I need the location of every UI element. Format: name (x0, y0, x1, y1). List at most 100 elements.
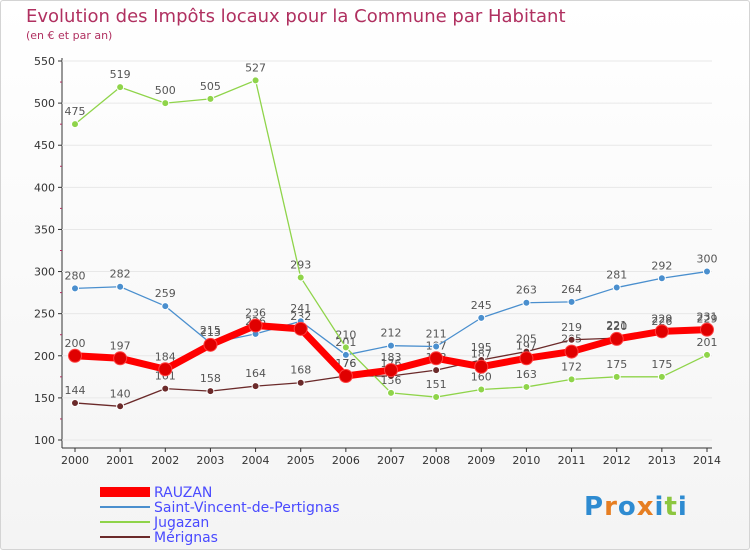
data-label: 197 (110, 339, 131, 352)
data-label: 245 (471, 299, 492, 312)
data-label: 163 (516, 368, 537, 381)
y-tick-label: 150 (34, 392, 55, 405)
data-point (432, 393, 441, 402)
x-tick-label: 2014 (693, 454, 721, 467)
x-tick-label: 2004 (242, 454, 270, 467)
data-label: 263 (516, 284, 537, 297)
data-label: 292 (651, 259, 672, 272)
logo-letter: i (655, 492, 665, 522)
data-label: 220 (606, 320, 627, 333)
data-label: 281 (606, 269, 627, 282)
data-point (703, 267, 711, 276)
data-point (341, 343, 350, 352)
data-label: 200 (65, 337, 86, 350)
data-point (161, 99, 170, 108)
x-tick-label: 2012 (603, 454, 631, 467)
data-label: 144 (65, 384, 86, 397)
data-point (251, 76, 260, 85)
data-label: 183 (381, 351, 402, 364)
data-point (113, 351, 128, 366)
data-point (657, 274, 666, 283)
x-tick-label: 2013 (648, 454, 676, 467)
data-point (567, 375, 576, 384)
legend-label: Saint-Vincent-de-Pertignas (154, 500, 340, 516)
data-point (296, 273, 305, 282)
data-labels: 1441401611581641681761761831952052192212… (65, 61, 718, 400)
data-point (522, 298, 531, 307)
data-label: 282 (110, 268, 131, 281)
data-label: 259 (155, 287, 176, 300)
data-label: 527 (245, 61, 266, 74)
x-tick-label: 2000 (61, 454, 89, 467)
data-point (158, 362, 173, 377)
data-point (477, 313, 486, 322)
data-point (387, 388, 395, 397)
data-point (206, 94, 215, 103)
x-tick-label: 2001 (106, 454, 134, 467)
logo-letter: t (664, 492, 677, 522)
data-label: 280 (65, 269, 86, 282)
data-label: 475 (65, 105, 86, 118)
data-point (654, 324, 669, 339)
data-label: 226 (651, 315, 672, 328)
series-layer: 1441401611581641681761761831952052192212… (65, 61, 718, 411)
chart-subtitle: (en € et par an) (26, 29, 112, 42)
data-label: 168 (290, 364, 311, 377)
data-label: 201 (697, 336, 718, 349)
x-tick-label: 2009 (467, 454, 495, 467)
x-tick-label: 2008 (422, 454, 450, 467)
x-tick-label: 2002 (151, 454, 179, 467)
data-point (293, 321, 308, 336)
data-label: 293 (290, 258, 311, 271)
data-point (567, 297, 576, 306)
y-tick-label: 550 (34, 55, 55, 68)
data-label: 151 (426, 378, 447, 391)
data-point (432, 366, 441, 375)
data-point (477, 385, 486, 394)
data-label: 197 (516, 339, 537, 352)
data-label: 213 (200, 326, 221, 339)
data-point (248, 318, 263, 333)
data-label: 229 (697, 312, 718, 325)
data-point (341, 350, 350, 359)
data-label: 212 (381, 327, 402, 340)
data-point (206, 387, 215, 396)
data-point (564, 344, 579, 359)
y-tick-label: 350 (34, 223, 55, 236)
data-label: 175 (606, 358, 627, 371)
chart-title: Evolution des Impôts locaux pour la Comm… (26, 6, 566, 27)
data-label: 236 (245, 306, 266, 319)
data-label: 164 (245, 367, 266, 380)
data-label: 184 (155, 350, 176, 363)
data-point (657, 372, 666, 381)
data-point (116, 282, 125, 291)
data-point (612, 283, 621, 292)
data-label: 175 (651, 358, 672, 371)
axes: 100 150 200 250 300 350 400 450 500 550 2000 2001 20… (34, 55, 721, 467)
data-point (519, 351, 534, 366)
x-tick-label: 2005 (287, 454, 315, 467)
legend-label: Jugazan (153, 515, 209, 531)
data-label: 211 (426, 328, 447, 341)
data-label: 241 (290, 302, 311, 315)
data-label: 231 (697, 311, 718, 324)
logo-text: Proxiti (584, 492, 688, 522)
data-point (338, 368, 353, 383)
data-point (203, 337, 218, 352)
series-rauzan (68, 318, 714, 383)
data-label: 205 (516, 333, 537, 346)
y-tick-label: 100 (34, 434, 55, 447)
logo-letter: x (637, 492, 655, 522)
data-label: 172 (561, 360, 582, 373)
data-point (251, 382, 260, 391)
data-point (68, 348, 82, 363)
data-point (161, 384, 170, 393)
data-point (116, 402, 125, 411)
x-tick-label: 2010 (512, 454, 540, 467)
data-label: 158 (200, 372, 221, 385)
data-point (387, 341, 395, 350)
data-point (71, 398, 79, 407)
data-point (384, 363, 398, 378)
data-label: 156 (381, 374, 402, 387)
data-label: 500 (155, 84, 176, 97)
